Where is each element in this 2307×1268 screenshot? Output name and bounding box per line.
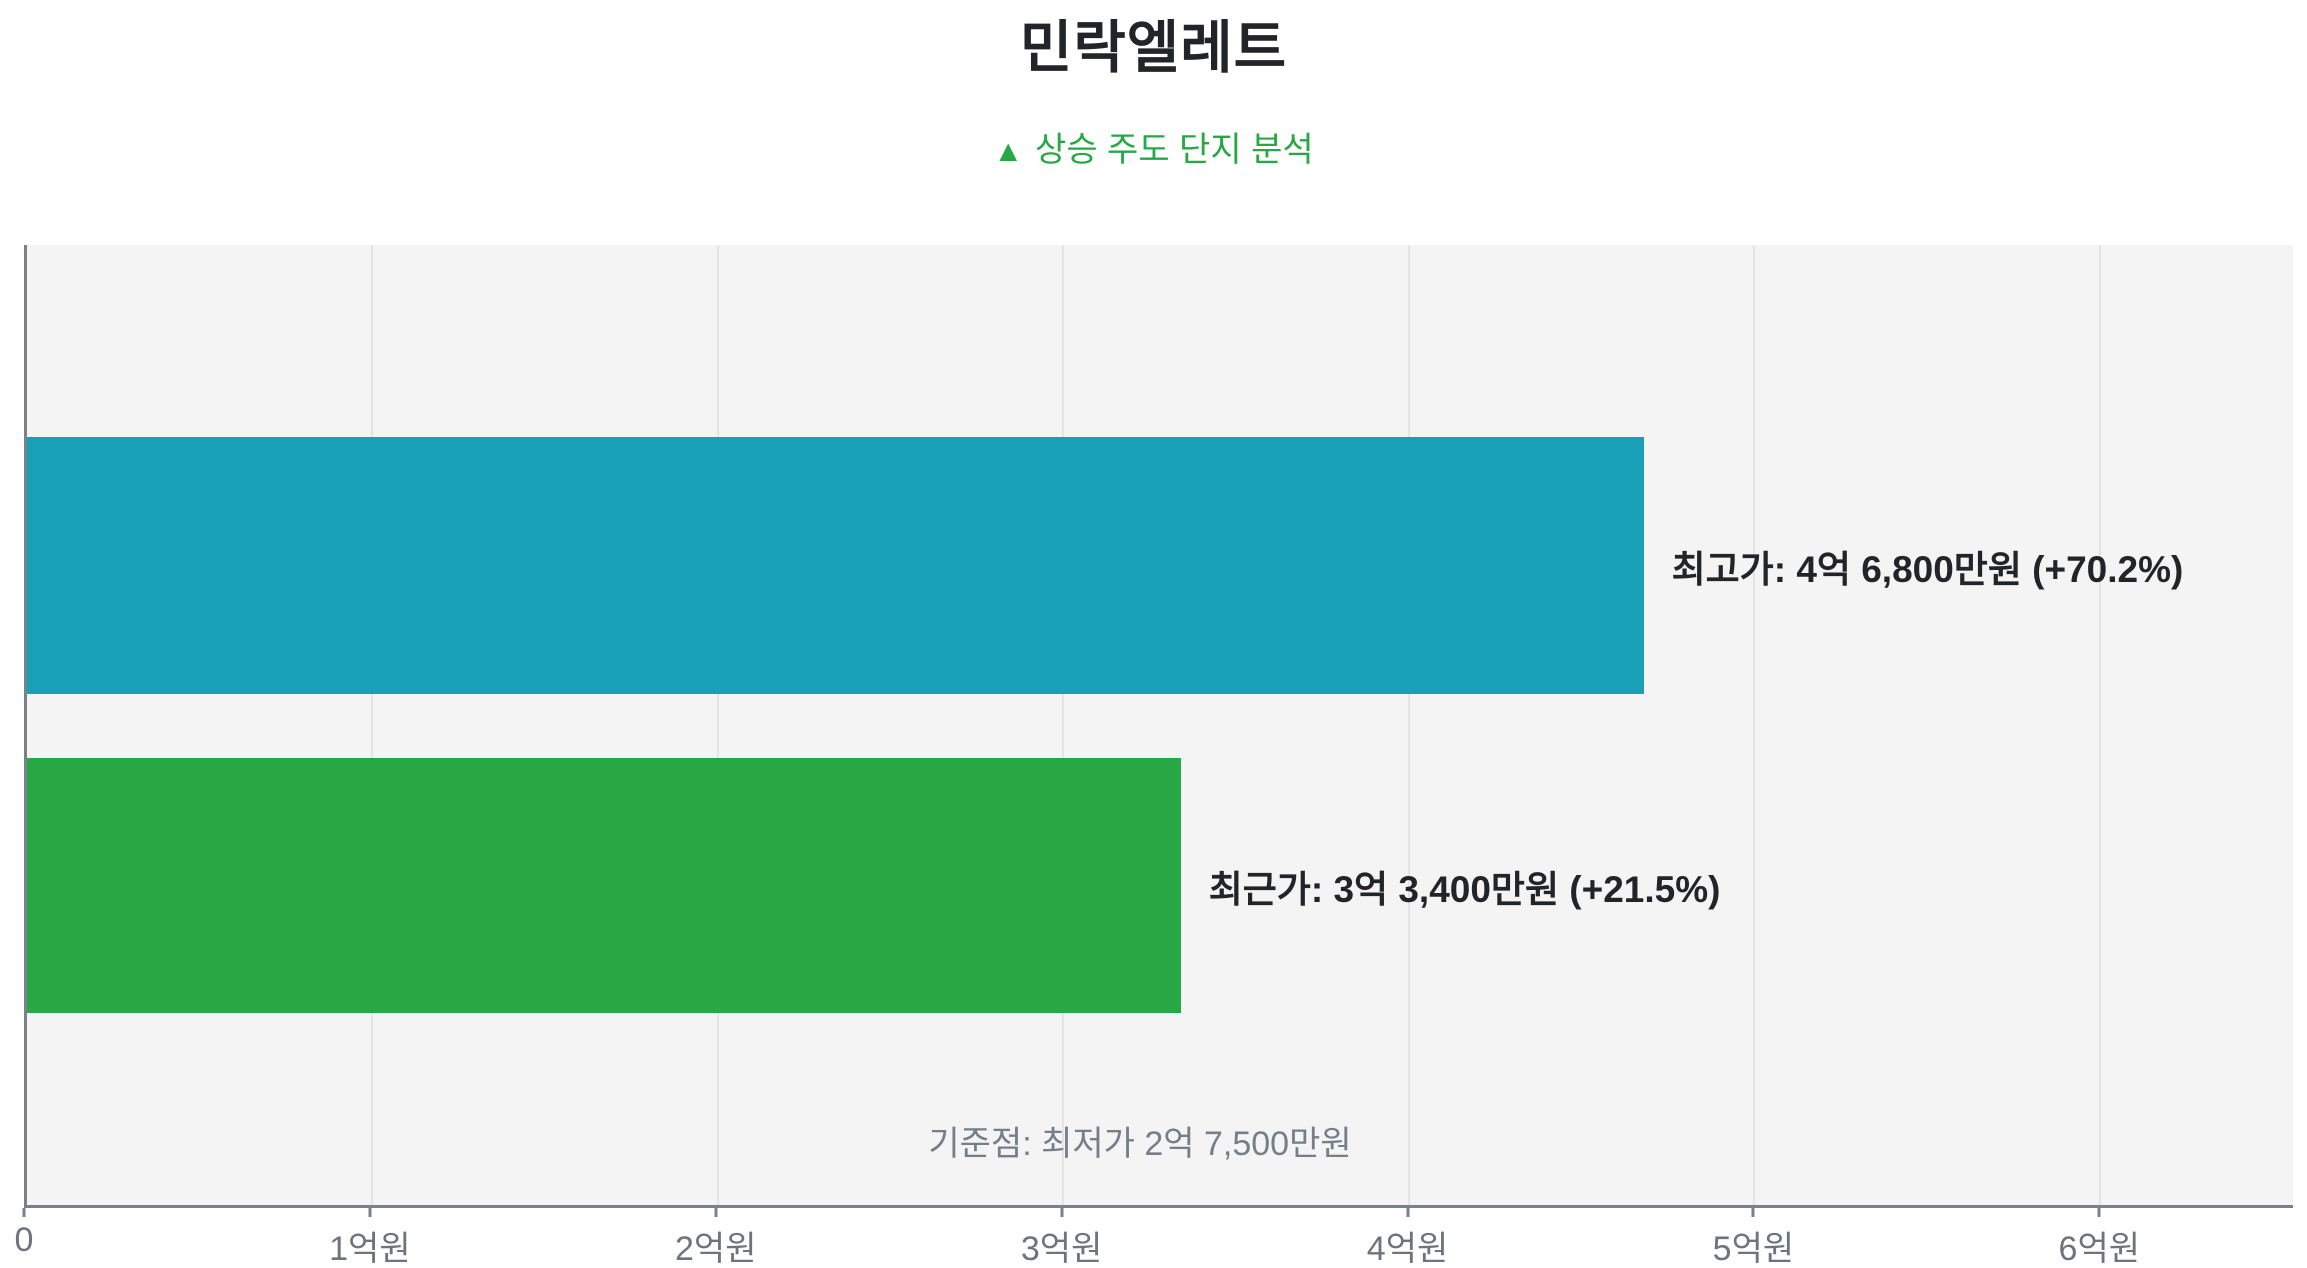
x-axis-tick-label: 3억원 (1020, 1230, 1103, 1268)
chart-subtitle-label: 상승 주도 단지 분석 (1035, 131, 1314, 169)
x-axis: 0 1억원 2억원 3억원 4억원 5억원 6억원 (15, 1208, 2293, 1268)
gridline (2098, 245, 2101, 1205)
plot-area: 최고가: 4억 6,800만원 (+70.2%) 최근가: 3억 3,400만원… (24, 245, 2293, 1208)
x-axis-tick (368, 1208, 372, 1217)
bar-value-label: 최고가: 4억 6,800만원 (+70.2%) (1671, 548, 2184, 590)
x-axis-tick-label: 4억원 (1366, 1230, 1449, 1268)
x-axis-tick (714, 1208, 718, 1217)
bar-row: 최고가: 4억 6,800만원 (+70.2%) (27, 437, 2293, 694)
x-axis-tick (22, 1208, 26, 1217)
x-axis-tick-label: 1억원 (329, 1230, 411, 1268)
x-axis-tick (1751, 1208, 1755, 1217)
chart-subtitle: ▲ 상승 주도 단지 분석 (0, 122, 2307, 171)
bar (27, 758, 1181, 1013)
gridline (1407, 245, 1410, 1205)
bar-value-label: 최근가: 3억 3,400만원 (+21.5%) (1208, 868, 1721, 910)
bar-row: 최근가: 3억 3,400만원 (+21.5%) (27, 758, 2293, 1013)
x-axis-tick-label: 5억원 (1712, 1230, 1795, 1268)
gridline (716, 245, 719, 1205)
x-axis-tick (2097, 1208, 2101, 1217)
chart-title: 민락엘레트 (1019, 16, 1288, 80)
x-axis-tick-label: 2억원 (675, 1230, 757, 1268)
x-axis-tick-label: 0 (14, 1221, 34, 1259)
baseline-annotation: 기준점: 최저가 2억 7,500만원 (928, 1125, 1352, 1163)
gridline (1062, 245, 1065, 1205)
x-axis-tick (1406, 1208, 1410, 1217)
up-triangle-icon: ▲ (993, 135, 1024, 168)
x-axis-tick-label: 6억원 (2058, 1230, 2141, 1268)
x-axis-tick (1060, 1208, 1064, 1217)
gridline (371, 245, 374, 1205)
gridline (1753, 245, 1756, 1205)
bar (27, 437, 1644, 694)
